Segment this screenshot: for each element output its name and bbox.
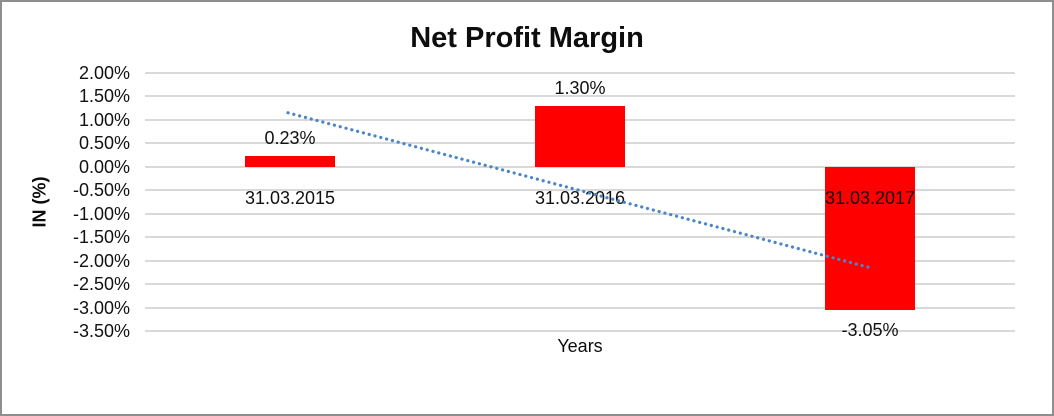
y-tick-label: 0.00% bbox=[78, 156, 130, 177]
data-label: -3.05% bbox=[841, 319, 899, 340]
category-label: 31.03.2016 bbox=[534, 187, 626, 208]
gridline bbox=[145, 283, 1015, 286]
y-tick-label: -1.50% bbox=[72, 227, 130, 248]
y-tick-label: -2.00% bbox=[72, 250, 130, 271]
chart-title: Net Profit Margin bbox=[410, 22, 644, 54]
bar bbox=[535, 105, 625, 167]
x-axis-title: Years bbox=[557, 336, 603, 356]
category-label: 31.03.2015 bbox=[244, 187, 336, 208]
category-label: 31.03.2017 bbox=[824, 187, 916, 208]
y-tick-label: -1.00% bbox=[72, 203, 130, 224]
y-tick-label: 1.00% bbox=[78, 109, 130, 130]
y-tick-label: 0.50% bbox=[78, 133, 130, 154]
y-tick-label: -2.50% bbox=[72, 274, 130, 295]
gridline bbox=[145, 306, 1015, 309]
gridline bbox=[145, 330, 1015, 332]
y-tick-label: -3.50% bbox=[72, 321, 130, 341]
bar bbox=[245, 156, 335, 167]
data-label: 0.23% bbox=[264, 128, 316, 149]
gridline bbox=[145, 72, 1015, 74]
gridline bbox=[145, 95, 1015, 98]
data-label: 1.30% bbox=[554, 77, 606, 98]
y-tick-label: 2.00% bbox=[78, 63, 130, 83]
y-tick-label: -3.00% bbox=[72, 297, 130, 318]
y-tick-label: 1.50% bbox=[78, 86, 130, 107]
y-tick-label: -0.50% bbox=[72, 180, 130, 201]
